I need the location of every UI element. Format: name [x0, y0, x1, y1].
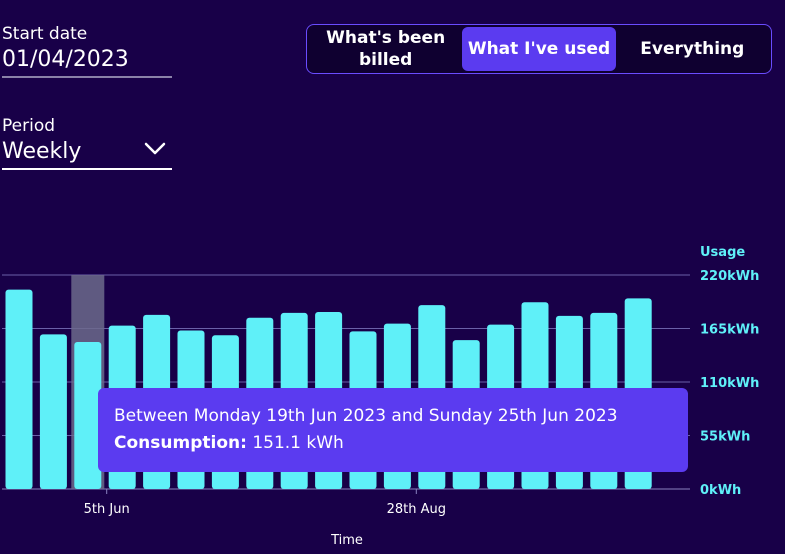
period-select[interactable]: Period Weekly: [2, 116, 172, 170]
x-tick-label: 28th Aug: [387, 502, 446, 517]
tooltip-consumption: Consumption: 151.1 kWh: [114, 430, 672, 456]
chevron-down-icon[interactable]: [144, 142, 166, 156]
bar: [74, 342, 102, 489]
y-tick-label: 55kWh: [700, 430, 750, 445]
y-tick-label: 110kWh: [700, 376, 759, 391]
bar: [5, 289, 33, 489]
y-tick-label: 0kWh: [700, 483, 741, 498]
period-underline: [2, 168, 172, 170]
period-value[interactable]: Weekly: [2, 139, 82, 164]
y-tick-label: 220kWh: [700, 269, 759, 284]
x-axis-label: Time: [330, 533, 363, 548]
tooltip-metric-label: Consumption:: [114, 433, 247, 453]
y-tick-label: 165kWh: [700, 323, 759, 338]
view-toggle: What's been billed What I've used Everyt…: [306, 24, 772, 74]
y-axis-label: Usage: [700, 245, 745, 260]
bar: [39, 334, 67, 489]
toggle-everything-button[interactable]: Everything: [640, 39, 745, 59]
tooltip-metric-value: 151.1 kWh: [252, 433, 344, 453]
start-date-value[interactable]: 01/04/2023: [2, 47, 129, 72]
start-date-label: Start date: [2, 24, 88, 44]
x-tick-label: 5th Jun: [84, 502, 130, 517]
toggle-billed-button[interactable]: What's been billed: [326, 28, 446, 70]
tooltip-range: Between Monday 19th Jun 2023 and Sunday …: [114, 406, 618, 426]
toggle-used-button[interactable]: What I've used: [462, 27, 616, 71]
start-date-underline: [2, 76, 172, 78]
chart-tooltip: Between Monday 19th Jun 2023 and Sunday …: [98, 388, 688, 472]
period-label: Period: [2, 116, 56, 136]
start-date-field[interactable]: Start date 01/04/2023: [2, 24, 172, 78]
